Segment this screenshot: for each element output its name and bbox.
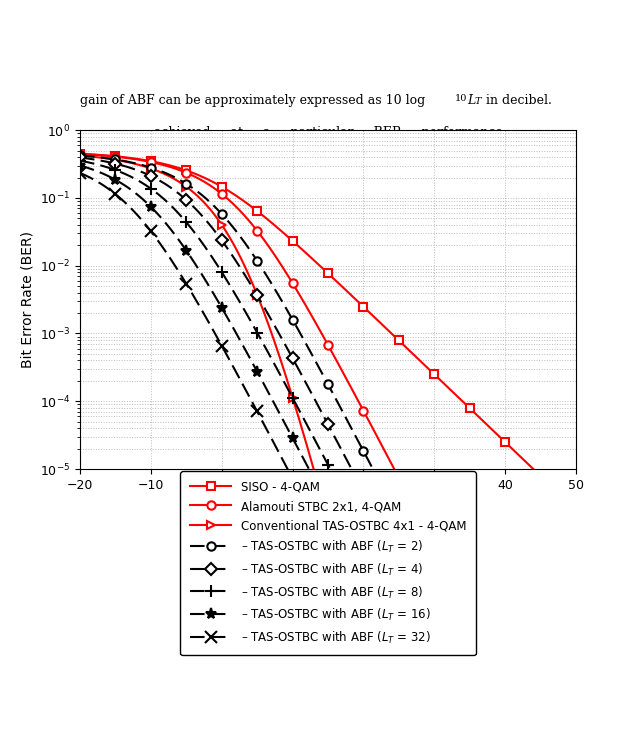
Text: L: L — [465, 94, 477, 107]
Text: in decibel.: in decibel. — [482, 94, 552, 107]
X-axis label: Signal-to-Noise Ratio (SNR) [in dB]: Signal-to-Noise Ratio (SNR) [in dB] — [208, 497, 448, 512]
Text: gain of ABF can be approximately expressed as 10 log: gain of ABF can be approximately express… — [80, 94, 425, 107]
Legend: SISO - 4-QAM, Alamouti STBC 2x1, 4-QAM, Conventional TAS-OSTBC 4x1 - 4-QAM, – TA: SISO - 4-QAM, Alamouti STBC 2x1, 4-QAM, … — [180, 471, 476, 655]
Text: 10: 10 — [454, 94, 467, 103]
Text: achieved     at     a     particular     BER     performance: achieved at a particular BER performance — [154, 126, 502, 139]
Text: T: T — [474, 97, 481, 106]
Y-axis label: Bit Error Rate (BER): Bit Error Rate (BER) — [20, 231, 35, 368]
